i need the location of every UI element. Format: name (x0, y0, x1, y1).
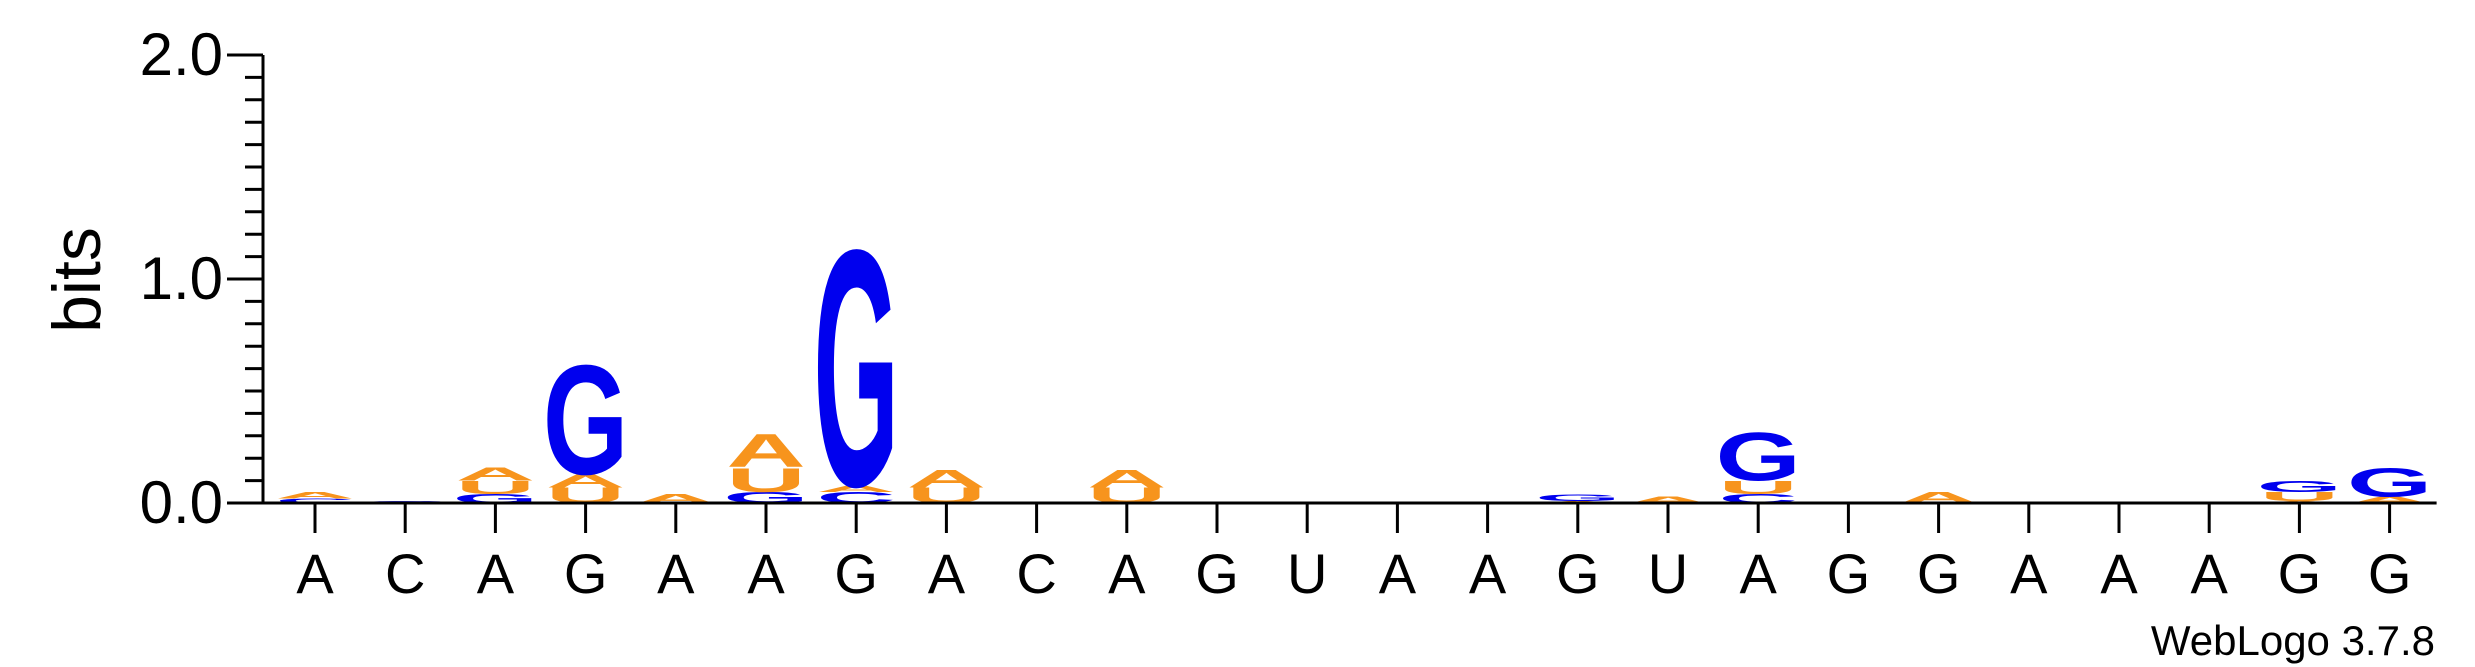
x-tick-label: A (477, 542, 515, 605)
axes: 0.01.02.0A C A G A A G A C A G U A A G U A G G A A A G G (140, 21, 2437, 605)
x-tick-label: G (834, 542, 878, 605)
logo-letter-G: G (1715, 419, 1800, 496)
x-tick-label: A (928, 542, 966, 605)
x-tick-label: A (1379, 542, 1417, 605)
letter-stacks: CACGUAUAGAGUACAGUAUAAGACUGAAUGAG (275, 181, 2432, 558)
x-tick-label: A (1469, 542, 1507, 605)
x-tick-label: G (1556, 542, 1600, 605)
x-tick-label: A (2100, 542, 2138, 605)
logo-letter-A: A (1087, 465, 1166, 493)
logo-letter-U: U (456, 477, 535, 498)
logo-letter-C: C (275, 497, 354, 504)
logo-letter-A: A (275, 490, 354, 501)
logo-letter-A: A (726, 425, 805, 477)
x-tick-label: A (2191, 542, 2229, 605)
x-tick-label: A (657, 542, 695, 605)
logo-letter-G: G (2347, 459, 2432, 505)
y-tick-label: 2.0 (140, 21, 223, 88)
logo-letter-A: A (1628, 494, 1707, 505)
x-tick-label: A (1108, 542, 1146, 605)
x-tick-label: G (1917, 542, 1961, 605)
y-tick-label: 0.0 (140, 469, 223, 536)
y-tick-label: 1.0 (140, 245, 223, 312)
x-tick-label: C (1016, 542, 1056, 605)
x-tick-label: U (1648, 542, 1688, 605)
logo-letter-A: A (817, 483, 896, 494)
logo-letter-U: U (726, 461, 805, 499)
x-tick-label: A (296, 542, 334, 605)
logo-letter-A: A (456, 464, 535, 485)
logo-letter-G: G (813, 181, 898, 558)
logo-letter-G: G (1535, 492, 1620, 503)
x-tick-label: G (2278, 542, 2322, 605)
x-tick-label: A (1740, 542, 1778, 605)
x-tick-label: C (385, 542, 425, 605)
logo-letter-U: U (2260, 489, 2339, 503)
logo-letter-G: G (2257, 478, 2342, 496)
x-tick-label: G (564, 542, 608, 605)
x-tick-label: U (1287, 542, 1327, 605)
x-tick-label: G (2368, 542, 2412, 605)
weblogo-version: WebLogo 3.7.8 (2151, 617, 2435, 664)
x-tick-label: G (1827, 542, 1871, 605)
x-tick-label: A (747, 542, 785, 605)
logo-letter-U: U (1719, 477, 1798, 498)
logo-letter-G: G (543, 333, 628, 508)
logo-letter-A: A (546, 470, 625, 491)
logo-letter-A: A (907, 465, 986, 493)
x-tick-label: G (1195, 542, 1239, 605)
y-axis-label: bits (39, 227, 115, 333)
x-tick-label: A (2010, 542, 2048, 605)
logo-letter-A: A (2350, 494, 2429, 505)
